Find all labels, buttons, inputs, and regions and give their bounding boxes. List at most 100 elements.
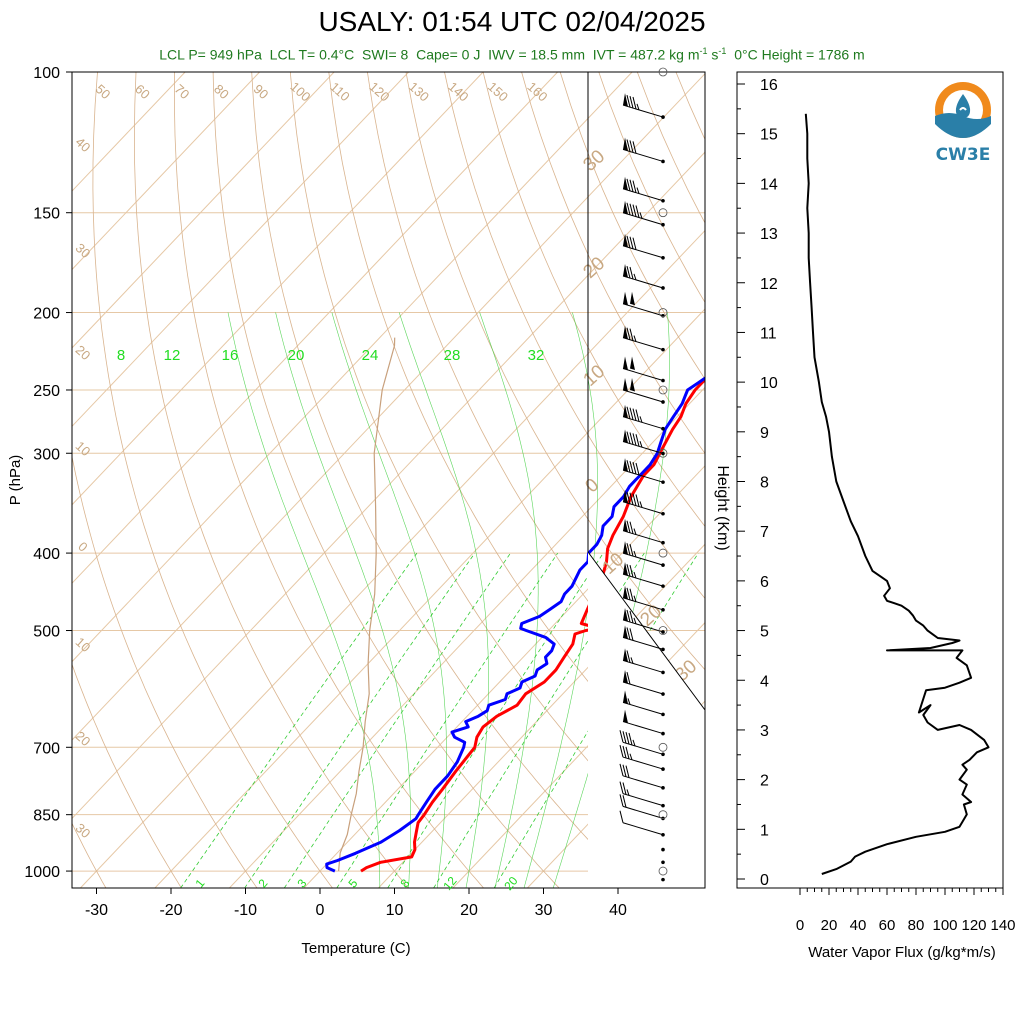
wind-barb-dot bbox=[661, 115, 665, 119]
dry-adiabat-label: 110 bbox=[327, 79, 352, 104]
wind-barb-pennant bbox=[623, 377, 628, 392]
wind-barb-dot bbox=[661, 731, 665, 736]
wind-barb-feather bbox=[629, 610, 634, 624]
wind-barb-feather bbox=[629, 140, 634, 153]
wind-barb bbox=[622, 562, 665, 588]
wind-barb-half-feather bbox=[636, 103, 640, 111]
isotherm-line bbox=[72, 151, 705, 820]
wind-barb-half-feather bbox=[629, 753, 633, 760]
wind-barb-pennant bbox=[623, 625, 628, 639]
wind-barb-pennant bbox=[623, 518, 628, 533]
isotherm-line bbox=[80, 229, 705, 888]
wind-barb-dot bbox=[661, 607, 665, 612]
wind-barb-pennant bbox=[623, 404, 628, 419]
wind-barb bbox=[622, 404, 665, 431]
isotherm-right-label: 30 bbox=[579, 146, 609, 176]
moist-adiabat-line bbox=[331, 312, 447, 888]
wind-barb-feather bbox=[626, 520, 631, 533]
dry-adiabat-label: 80 bbox=[211, 81, 232, 102]
y-tick-label: 250 bbox=[33, 383, 60, 400]
parcel-path-line bbox=[338, 337, 396, 872]
wind-barb-feather bbox=[632, 180, 637, 193]
wind-barb-staff bbox=[622, 245, 664, 259]
wind-barb-pennant bbox=[630, 377, 635, 392]
isotherm-line bbox=[72, 72, 558, 584]
wind-barb bbox=[622, 541, 665, 567]
wind-barb-feather bbox=[626, 406, 631, 419]
wind-barb-pennant bbox=[623, 585, 628, 600]
moist-adiabat-label: 20 bbox=[288, 347, 305, 364]
wind-barb-dot bbox=[661, 647, 665, 652]
wind-barb bbox=[622, 585, 665, 612]
calm-wind-circle bbox=[658, 208, 668, 218]
wind-barb-feather bbox=[635, 494, 640, 507]
isotherm-line bbox=[72, 72, 484, 506]
wind-barb-feather bbox=[625, 731, 630, 745]
wind-barb-feather bbox=[632, 204, 637, 217]
wind-barb bbox=[622, 176, 665, 203]
wind-barb bbox=[622, 518, 665, 545]
wind-barb-dot bbox=[661, 159, 665, 164]
x-tick-label: 40 bbox=[609, 902, 627, 919]
mixing-ratio-line bbox=[387, 552, 604, 888]
y-tick-label: 150 bbox=[33, 206, 60, 223]
wind-barb-staff bbox=[622, 805, 664, 819]
isotherm-line bbox=[676, 857, 705, 888]
isotherm-line bbox=[72, 72, 260, 271]
isotherm-left-label: 10 bbox=[73, 438, 94, 459]
wind-barb-feather bbox=[629, 521, 634, 534]
ivt-unit-s: s bbox=[707, 46, 719, 63]
wind-barb-staff bbox=[622, 416, 664, 430]
wind-barb-staff bbox=[622, 721, 664, 735]
wind-barb-feather bbox=[626, 460, 631, 473]
wind-barb bbox=[622, 648, 665, 675]
dry-adiabat-line bbox=[482, 72, 705, 528]
wind-barb-half-feather bbox=[632, 739, 636, 747]
dry-adiabat-label: 150 bbox=[485, 79, 511, 105]
isotherm-right-label: 0 bbox=[581, 475, 603, 498]
isotherm-line bbox=[72, 72, 705, 741]
wind-barb-pennant bbox=[623, 670, 628, 684]
wind-barb-feather bbox=[626, 543, 631, 556]
wind-barb-feather bbox=[619, 730, 624, 743]
wind-barb bbox=[622, 325, 665, 352]
wind-barb-feather bbox=[619, 744, 624, 758]
mixing-ratio-label: 12 bbox=[440, 874, 460, 893]
moist-adiabat-label: 8 bbox=[117, 347, 125, 364]
wind-barb-dot bbox=[661, 630, 665, 634]
wind-barb-staff bbox=[622, 104, 664, 118]
wind-barb-dot bbox=[661, 426, 665, 431]
moist-adiabat-line bbox=[398, 312, 489, 888]
wind-barb-dot bbox=[661, 198, 665, 203]
wind-barb-feather bbox=[629, 203, 634, 216]
wind-barb-pennant bbox=[623, 562, 628, 576]
wind-barb-staff bbox=[622, 303, 664, 317]
wind-barb-staff bbox=[622, 573, 664, 587]
dry-adiabat-line bbox=[173, 72, 484, 888]
wind-barb-feather bbox=[629, 628, 634, 641]
ivt-exponent-1: -1 bbox=[699, 46, 708, 56]
dry-adiabat-line bbox=[72, 822, 107, 888]
wind-barb bbox=[622, 429, 665, 456]
x-tick-label: -30 bbox=[85, 902, 108, 919]
lcl-pressure: LCL P= 949 hPa bbox=[159, 46, 262, 63]
dry-adiabat-line bbox=[753, 72, 1024, 888]
wind-barb-dot bbox=[661, 511, 665, 516]
wind-barb-feather bbox=[626, 178, 631, 191]
ivt-value: IVT = 487.2 kg m bbox=[592, 46, 700, 63]
cw3e-logo: CW3E bbox=[928, 80, 998, 166]
calm-wind-circle bbox=[658, 548, 668, 558]
wind-barb-feather bbox=[619, 781, 624, 794]
wind-barb-half-feather bbox=[627, 698, 631, 705]
dry-adiabat-line bbox=[405, 72, 705, 671]
wind-barb-dot bbox=[661, 451, 665, 456]
mixing-ratio-line bbox=[336, 552, 559, 888]
wind-barb-feather bbox=[626, 139, 631, 152]
wind-barb-dot bbox=[661, 712, 665, 717]
wind-barb-dot bbox=[661, 752, 665, 757]
y-tick-label: 400 bbox=[33, 546, 60, 563]
mixing-ratio-label: 20 bbox=[501, 874, 521, 893]
y-tick-label: 100 bbox=[33, 65, 60, 82]
surface-wind-dot bbox=[661, 877, 665, 882]
